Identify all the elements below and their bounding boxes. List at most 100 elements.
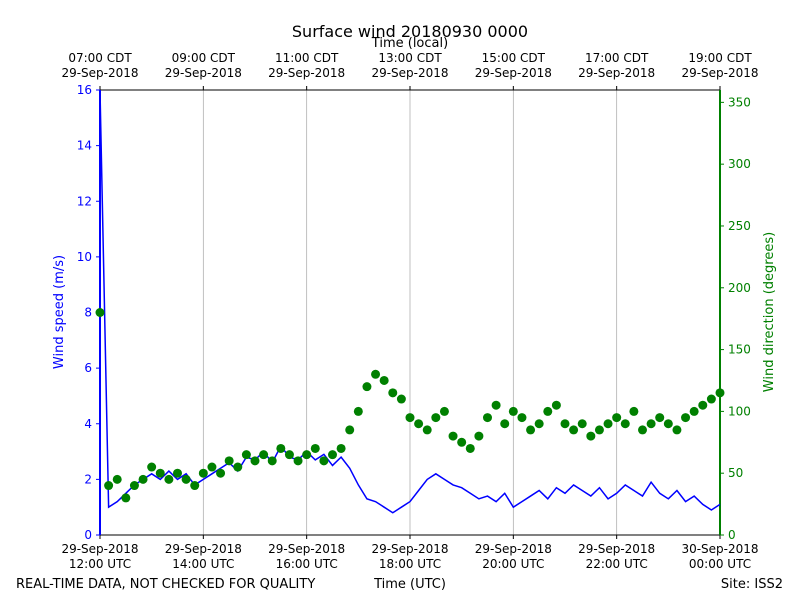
x2-tick-label: 15:00 CDT 29-Sep-2018 — [475, 51, 552, 80]
direction-point — [715, 388, 725, 398]
y-axis-label: Wind speed (m/s) — [52, 255, 67, 369]
direction-point — [508, 406, 518, 416]
direction-point — [629, 406, 639, 416]
x-tick-label: 29-Sep-2018 16:00 UTC — [268, 542, 345, 571]
y-tick-label: 12 — [77, 194, 92, 208]
direction-point — [250, 456, 260, 466]
x2-tick-label: 09:00 CDT 29-Sep-2018 — [165, 51, 242, 80]
direction-point — [302, 450, 312, 460]
direction-point — [233, 462, 243, 472]
x2-tick-label: 17:00 CDT 29-Sep-2018 — [578, 51, 655, 80]
direction-point — [284, 450, 294, 460]
y-tick-label: 0 — [84, 528, 92, 542]
direction-point — [276, 443, 286, 453]
direction-point — [353, 406, 363, 416]
direction-point — [500, 419, 510, 429]
x2-axis-label: Time (local) — [371, 36, 448, 51]
site-label: Site: ISS2 — [721, 577, 783, 592]
direction-point — [259, 450, 269, 460]
x-tick-label: 29-Sep-2018 12:00 UTC — [61, 542, 138, 571]
direction-point — [155, 468, 165, 478]
direction-point — [224, 456, 234, 466]
y2-tick-label: 350 — [728, 95, 751, 109]
direction-point — [439, 406, 449, 416]
direction-point — [414, 419, 424, 429]
direction-point — [534, 419, 544, 429]
y-tick-label: 14 — [77, 139, 92, 153]
direction-point — [319, 456, 329, 466]
direction-point — [465, 443, 475, 453]
direction-point — [129, 481, 139, 491]
direction-point — [388, 388, 398, 398]
chart-title: Surface wind 20180930 0000 — [292, 22, 528, 41]
x-tick-label: 29-Sep-2018 20:00 UTC — [475, 542, 552, 571]
direction-point — [328, 450, 337, 460]
speed-line — [99, 89, 721, 514]
direction-point — [560, 419, 570, 429]
direction-point — [491, 400, 501, 410]
direction-point — [586, 431, 596, 441]
direction-point — [293, 456, 303, 466]
direction-point — [310, 443, 320, 453]
direction-point — [138, 474, 148, 484]
direction-point — [336, 443, 346, 453]
y2-tick-label: 300 — [728, 157, 751, 171]
direction-point — [706, 394, 716, 404]
x2-tick-label: 13:00 CDT 29-Sep-2018 — [371, 51, 448, 80]
y-tick-label: 4 — [84, 417, 92, 431]
direction-point — [603, 419, 613, 429]
direction-point — [147, 462, 157, 472]
direction-point — [371, 369, 381, 379]
direction-point — [594, 425, 604, 435]
direction-point — [474, 431, 484, 441]
y-tick-label: 10 — [77, 250, 92, 264]
direction-point — [655, 413, 665, 423]
direction-point — [422, 425, 432, 435]
y2-tick-label: 0 — [728, 528, 736, 542]
direction-point — [672, 425, 682, 435]
direction-point — [517, 413, 527, 423]
direction-point — [181, 474, 191, 484]
direction-point — [362, 382, 372, 392]
direction-point — [104, 481, 114, 491]
direction-point — [198, 468, 208, 478]
direction-point — [569, 425, 579, 435]
direction-point — [379, 375, 389, 385]
y-tick-label: 16 — [77, 83, 92, 97]
direction-point — [689, 406, 699, 416]
direction-point — [638, 425, 647, 435]
x-tick-label: 29-Sep-2018 22:00 UTC — [578, 542, 655, 571]
direction-point — [267, 456, 277, 466]
direction-point — [431, 413, 441, 423]
direction-point — [241, 450, 251, 460]
direction-point — [121, 493, 131, 503]
x2-tick-label: 07:00 CDT 29-Sep-2018 — [61, 51, 138, 80]
direction-point — [612, 413, 622, 423]
direction-point — [526, 425, 536, 435]
direction-point — [190, 481, 200, 491]
x-tick-label: 30-Sep-2018 00:00 UTC — [681, 542, 758, 571]
x-tick-label: 29-Sep-2018 14:00 UTC — [165, 542, 242, 571]
y2-tick-label: 200 — [728, 281, 751, 295]
footer-note: REAL-TIME DATA, NOT CHECKED FOR QUALITY — [16, 577, 315, 592]
y2-tick-label: 250 — [728, 219, 751, 233]
direction-point — [207, 462, 217, 472]
direction-point — [345, 425, 355, 435]
y2-tick-label: 100 — [728, 404, 751, 418]
direction-point — [448, 431, 458, 441]
direction-point — [543, 406, 553, 416]
direction-point — [483, 413, 492, 423]
y-tick-label: 2 — [84, 472, 92, 486]
direction-point — [663, 419, 673, 429]
direction-point — [164, 474, 174, 484]
y-tick-label: 6 — [84, 361, 92, 375]
direction-point — [173, 468, 182, 478]
direction-point — [457, 437, 467, 447]
direction-point — [551, 400, 561, 410]
y2-tick-label: 50 — [728, 466, 743, 480]
x-tick-label: 29-Sep-2018 18:00 UTC — [371, 542, 448, 571]
direction-point — [577, 419, 587, 429]
direction-point — [396, 394, 406, 404]
direction-point — [681, 413, 691, 423]
